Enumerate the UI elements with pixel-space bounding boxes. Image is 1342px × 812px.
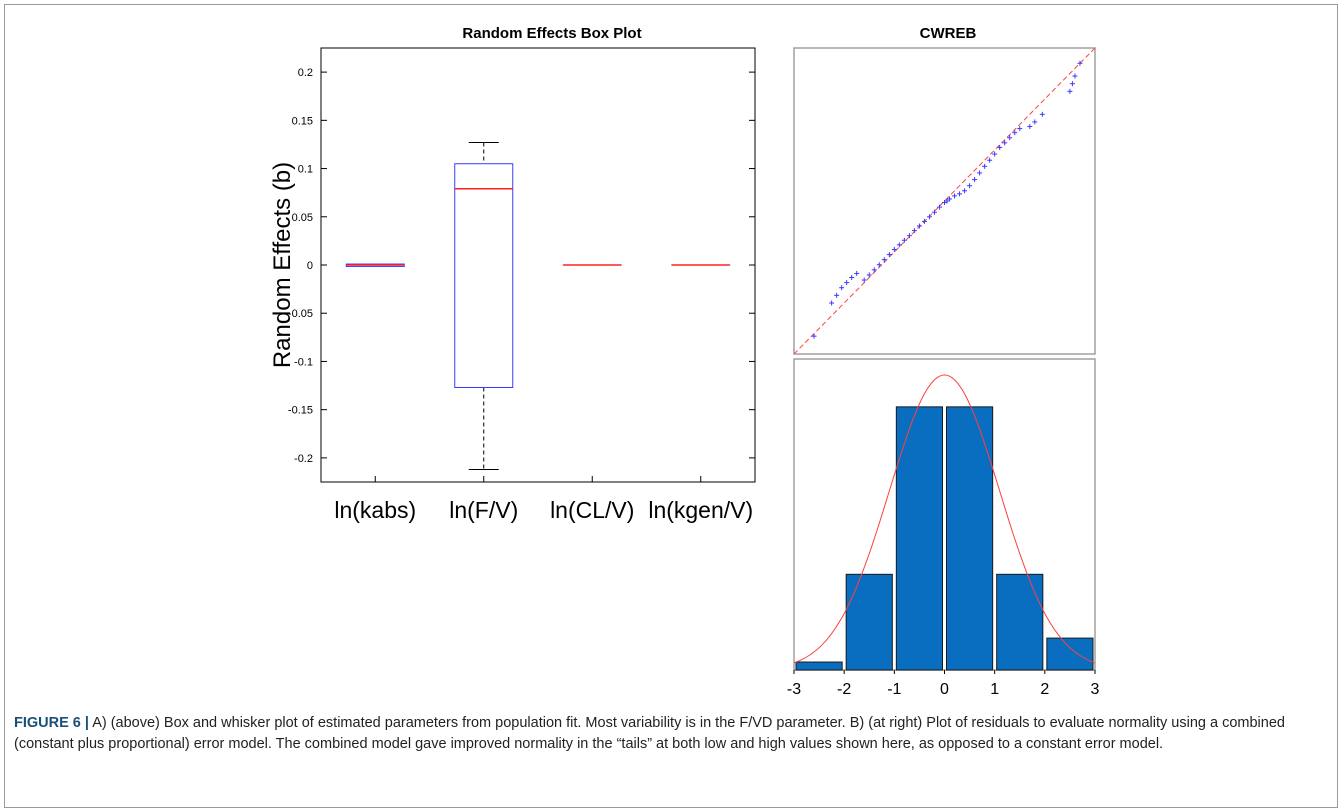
qq-plot-panel: CWREB — [793, 25, 1096, 355]
box — [454, 163, 514, 388]
qq-point — [871, 267, 877, 273]
ytick-label: -0.1 — [294, 356, 313, 368]
qq-point — [987, 157, 993, 163]
hist-xtick-label: -2 — [837, 681, 851, 698]
ytick-label: 0.05 — [292, 212, 313, 224]
qq-point — [811, 333, 817, 339]
qq-point — [921, 218, 927, 224]
qq-point — [911, 228, 917, 234]
ytick-label: -0.15 — [288, 405, 313, 417]
qq-point — [992, 151, 998, 157]
ytick-label: -0.05 — [288, 308, 313, 320]
figure-canvas: Random Effects Box Plot Random Effects (… — [269, 25, 1100, 698]
xtick-label: ln(kabs) — [334, 497, 416, 523]
histogram-bar — [946, 406, 994, 671]
qq-point — [1007, 135, 1013, 141]
qq-point — [901, 237, 907, 243]
ytick-label: 0.15 — [292, 115, 313, 127]
qq-point — [997, 144, 1003, 150]
ytick-label: 0 — [307, 260, 313, 272]
qq-point — [854, 270, 860, 276]
qq-point — [916, 223, 922, 229]
qq-point — [1067, 88, 1073, 94]
qq-point — [1069, 81, 1075, 87]
ytick-label: 0.1 — [298, 164, 313, 176]
box-plot-title: Random Effects Box Plot — [462, 25, 641, 42]
box-plot-panel: Random Effects Box Plot Random Effects (… — [269, 25, 756, 523]
xtick-label: ln(kgen/V) — [648, 497, 753, 523]
histogram-bar — [1046, 637, 1094, 671]
qq-point — [886, 252, 892, 258]
qq-point — [1077, 60, 1083, 66]
hist-xtick-label: 1 — [990, 681, 999, 698]
histogram-panel: -3 -2 -1 0 1 2 3 — [787, 358, 1100, 698]
qq-point — [977, 170, 983, 176]
hist-xtick-label: 2 — [1040, 681, 1049, 698]
xtick-label: ln(F/V) — [449, 497, 518, 523]
qq-point — [866, 272, 872, 278]
histogram-bar — [996, 573, 1044, 671]
figure-caption: FIGURE 6 | A) (above) Box and whisker pl… — [14, 713, 1314, 755]
hist-xtick-label: -3 — [787, 681, 801, 698]
box-plot-boxes — [345, 142, 731, 470]
qq-point — [952, 193, 958, 199]
qq-point — [972, 177, 978, 183]
qq-point — [1032, 119, 1038, 125]
hist-xtick-label: 3 — [1091, 681, 1100, 698]
qq-point — [891, 246, 897, 252]
qq-point — [936, 204, 942, 210]
qq-point — [906, 233, 912, 239]
histogram-elements — [793, 374, 1096, 671]
qq-point — [957, 191, 963, 197]
ytick-label: -0.2 — [294, 453, 313, 465]
qq-point — [876, 262, 882, 268]
box-plot-ylabel: Random Effects (b) — [269, 162, 296, 368]
histogram-axes — [793, 358, 1096, 671]
qq-point — [926, 214, 932, 220]
qq-point — [982, 163, 988, 169]
histogram-bar — [845, 573, 893, 671]
qq-point — [962, 188, 968, 194]
qq-point — [861, 277, 867, 283]
qq-point — [849, 275, 855, 280]
qq-plot-title: CWREB — [920, 25, 977, 42]
qq-point — [1012, 130, 1018, 136]
caption-text: A) (above) Box and whisker plot of estim… — [14, 715, 1285, 752]
ytick-label: 0.2 — [298, 67, 313, 79]
hist-xtick-label: 0 — [940, 681, 949, 698]
normal-curve — [793, 374, 1096, 664]
histogram-bar — [795, 661, 843, 671]
qq-point — [942, 200, 947, 206]
qq-point — [1039, 111, 1045, 117]
qq-point — [829, 300, 835, 306]
caption-label: FIGURE 6 | — [14, 715, 89, 731]
qq-point — [1027, 124, 1033, 130]
qq-point — [834, 292, 840, 298]
qq-point — [844, 280, 850, 286]
box-plot-xticks: ln(kabs) ln(F/V) ln(CL/V) ln(kgen/V) — [334, 476, 753, 523]
qq-point — [1017, 126, 1023, 132]
xtick-label: ln(CL/V) — [550, 497, 634, 523]
qq-point — [839, 285, 845, 291]
hist-xtick-label: -1 — [887, 681, 901, 698]
qq-point — [944, 198, 950, 204]
qq-point — [881, 257, 887, 263]
qq-point — [1072, 73, 1078, 79]
qq-plot-elements — [793, 47, 1096, 355]
qq-point — [1002, 140, 1008, 146]
box-plot-yticks: 0.2 0.15 0.1 0.05 0 -0.05 -0.1 -0.15 -0.2 — [288, 67, 755, 465]
qq-point — [896, 242, 902, 248]
figure-frame — [4, 4, 1338, 808]
histogram-bar — [895, 406, 943, 671]
qq-point — [967, 183, 973, 189]
histogram-xticks: -3 -2 -1 0 1 2 3 — [787, 670, 1100, 698]
qq-point — [947, 196, 953, 202]
qq-point — [931, 209, 937, 215]
